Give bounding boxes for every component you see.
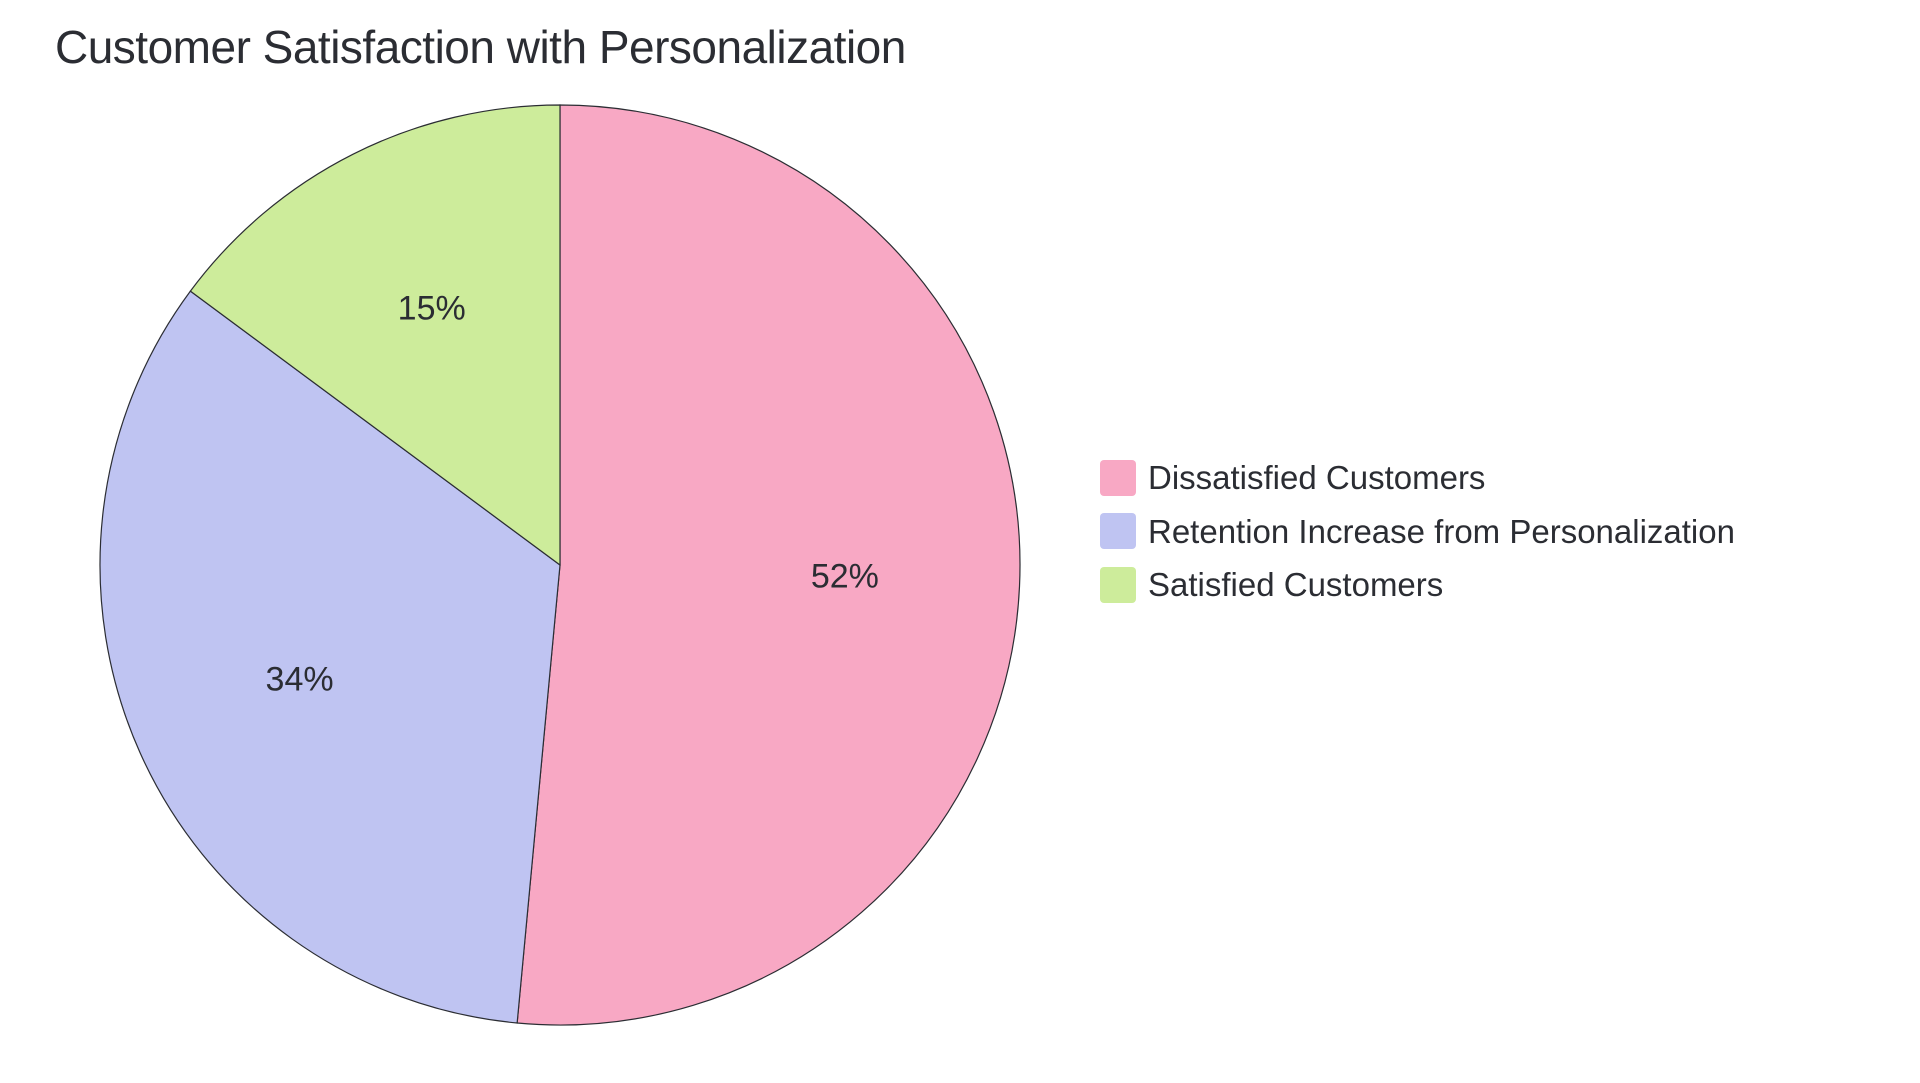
legend-swatch-icon xyxy=(1100,567,1136,603)
legend-label: Satisfied Customers xyxy=(1148,565,1443,605)
slice-label: 15% xyxy=(398,289,466,327)
pie-chart: 52% 34% 15% xyxy=(90,95,1030,1035)
chart-container: Customer Satisfaction with Personalizati… xyxy=(0,0,1920,1083)
legend-item-retention: Retention Increase from Personalization xyxy=(1100,512,1735,552)
slice-label: 34% xyxy=(266,660,334,698)
chart-title: Customer Satisfaction with Personalizati… xyxy=(55,20,906,74)
legend-label: Retention Increase from Personalization xyxy=(1148,512,1735,552)
legend-item-satisfied: Satisfied Customers xyxy=(1100,565,1735,605)
legend-item-dissatisfied: Dissatisfied Customers xyxy=(1100,458,1735,498)
legend-swatch-icon xyxy=(1100,460,1136,496)
legend-swatch-icon xyxy=(1100,513,1136,549)
pie-svg: 52% 34% 15% xyxy=(90,95,1030,1035)
legend-label: Dissatisfied Customers xyxy=(1148,458,1485,498)
pie-slice xyxy=(517,105,1020,1025)
legend: Dissatisfied Customers Retention Increas… xyxy=(1100,458,1735,605)
slice-label: 52% xyxy=(811,557,879,595)
